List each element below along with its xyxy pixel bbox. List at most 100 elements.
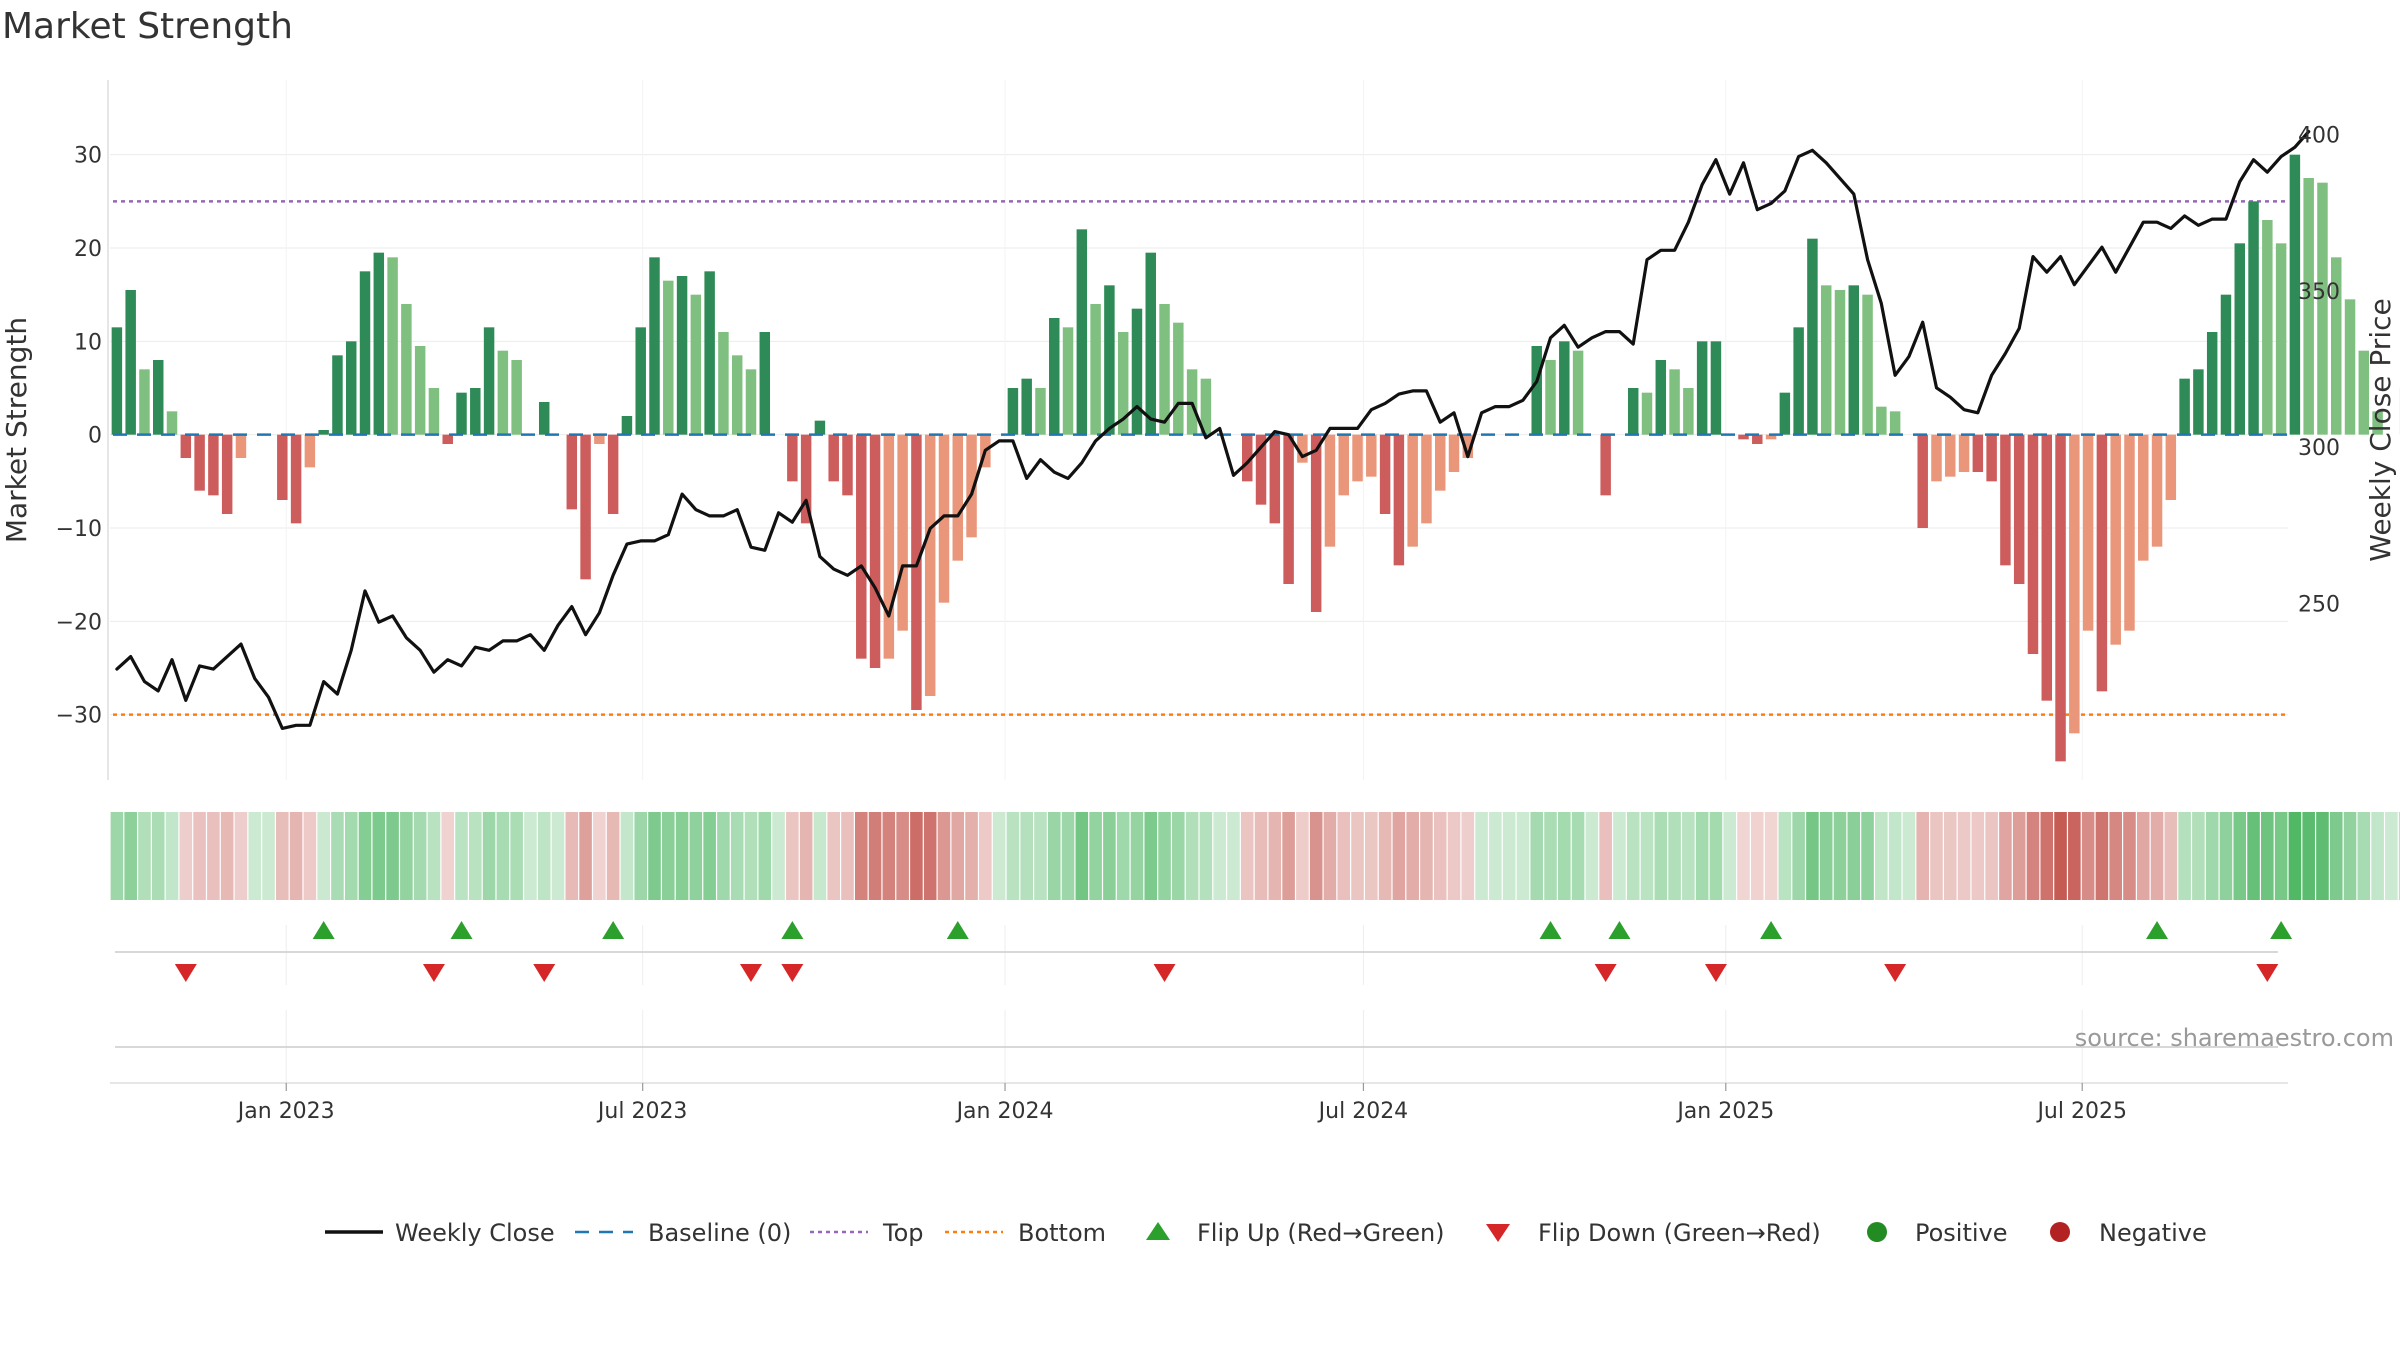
y-tick-right: 250 — [2298, 592, 2340, 617]
strength-bar — [1255, 434, 1267, 505]
heat-strip-cell — [1020, 812, 1033, 900]
strength-bar — [1848, 285, 1860, 435]
heat-strip-cell — [317, 812, 330, 900]
strength-bar — [635, 327, 646, 435]
strength-bar — [2303, 178, 2314, 435]
strength-bar — [1627, 388, 1639, 435]
x-tick-label: Jul 2023 — [596, 1099, 688, 1124]
flip-down-marker — [1704, 964, 1727, 982]
heat-strip-cell — [1571, 812, 1585, 900]
strength-bar — [842, 434, 853, 496]
heat-strip-cell — [358, 812, 372, 900]
strength-bar — [911, 434, 922, 710]
flip-up-marker — [312, 921, 335, 939]
x-tick-label: Jul 2025 — [2035, 1099, 2127, 1124]
axes-layer: 30 20 10 0 −10 −20 −30 400 350 300 250 Market Stren… — [0, 80, 2397, 780]
strength-bar — [1655, 360, 1667, 435]
strength-bar — [2110, 434, 2121, 645]
strength-bar — [139, 369, 150, 435]
strength-bar — [1889, 411, 1901, 435]
heat-strip-cell — [1461, 812, 1475, 900]
heat-strip-cell — [2302, 812, 2315, 900]
heat-strip-cell — [730, 812, 744, 900]
heat-strip-cell — [827, 812, 840, 900]
strength-bar — [1159, 304, 1170, 435]
heat-strip-cell — [1420, 812, 1433, 900]
strength-bar — [1104, 285, 1115, 435]
heat-strip-cell — [1351, 812, 1364, 900]
heat-strip-cell — [2233, 812, 2247, 900]
heat-strip-cell — [1737, 812, 1750, 900]
strength-bar — [1710, 341, 1722, 435]
heat-strip-cell — [1861, 812, 1874, 900]
heat-strip-cell — [620, 812, 634, 900]
strength-bar — [869, 434, 881, 668]
strength-bar — [497, 350, 509, 435]
heat-strip-cell — [220, 812, 234, 900]
strength-bar — [290, 434, 302, 524]
strength-bar — [2220, 294, 2232, 435]
strength-bar — [538, 402, 550, 435]
heat-strip-cell — [813, 812, 827, 900]
heat-strip-cell — [1833, 812, 1847, 900]
heat-strip-cell — [2274, 812, 2288, 900]
strength-bar — [2372, 411, 2383, 435]
heat-strip-cell — [1640, 812, 1654, 900]
heat-strip-cell — [1213, 812, 1226, 900]
heat-strip-cell — [1323, 812, 1337, 900]
flip-up-marker — [946, 921, 969, 939]
strength-bar — [828, 434, 839, 482]
heat-strip-cell — [1613, 812, 1626, 900]
strength-bar — [1173, 322, 1184, 435]
strength-bar — [221, 434, 233, 514]
close-line-layer — [113, 130, 2311, 731]
strength-bar — [1559, 341, 1570, 435]
heat-strip-cell — [1668, 812, 1681, 900]
y-axis-title-left: Market Strength — [0, 317, 33, 543]
heat-strip-cell — [1392, 812, 1406, 900]
heat-strip-cell — [1502, 812, 1516, 900]
strength-bar — [745, 369, 757, 435]
strength-bar — [345, 341, 357, 435]
heat-strip-cell — [1296, 812, 1309, 900]
heat-strip-cell — [372, 812, 386, 900]
strength-bar — [304, 434, 316, 468]
heat-strip-cell — [1034, 812, 1047, 900]
heat-strip-cell — [1116, 812, 1130, 900]
flip-down-marker — [422, 964, 445, 982]
heat-strip-cell — [744, 812, 758, 900]
heat-strip-cell — [2095, 812, 2109, 900]
strength-bar — [731, 355, 743, 435]
heat-strip-cell — [1971, 812, 1985, 900]
strength-bar — [442, 434, 453, 444]
heat-strip-cell — [427, 812, 441, 900]
heat-strip-cell — [1792, 812, 1805, 900]
strength-bar — [1986, 434, 1997, 482]
heat-strip-cell — [786, 812, 799, 900]
strength-bar — [1007, 388, 1019, 435]
heat-strip-cell — [2219, 812, 2233, 900]
strength-bar — [1090, 304, 1101, 435]
strength-bar — [208, 434, 219, 496]
flip-down-marker — [1153, 964, 1176, 982]
strength-bar — [2041, 434, 2053, 701]
strength-bar — [1338, 434, 1349, 496]
strength-bar — [2027, 434, 2039, 654]
flip-down-marker — [739, 964, 762, 982]
heat-strip-cell — [2123, 812, 2136, 900]
strength-bar — [759, 332, 771, 435]
strength-bar — [1242, 434, 1253, 482]
flip-up-marker — [602, 921, 625, 939]
heat-strip-cell — [551, 812, 565, 900]
legend-label-negative: Negative — [2099, 1219, 2207, 1247]
flip-down-marker — [174, 964, 197, 982]
strength-bar — [401, 304, 412, 435]
strength-bar — [2289, 154, 2301, 435]
heat-strip-cell — [1047, 812, 1061, 900]
heat-strip-cell — [703, 812, 716, 900]
flip-down-marker — [1884, 964, 1907, 982]
strength-bar — [800, 434, 812, 524]
strength-bar — [814, 420, 826, 435]
heat-strip-cell — [910, 812, 923, 900]
y-tick-left: 10 — [74, 330, 102, 355]
